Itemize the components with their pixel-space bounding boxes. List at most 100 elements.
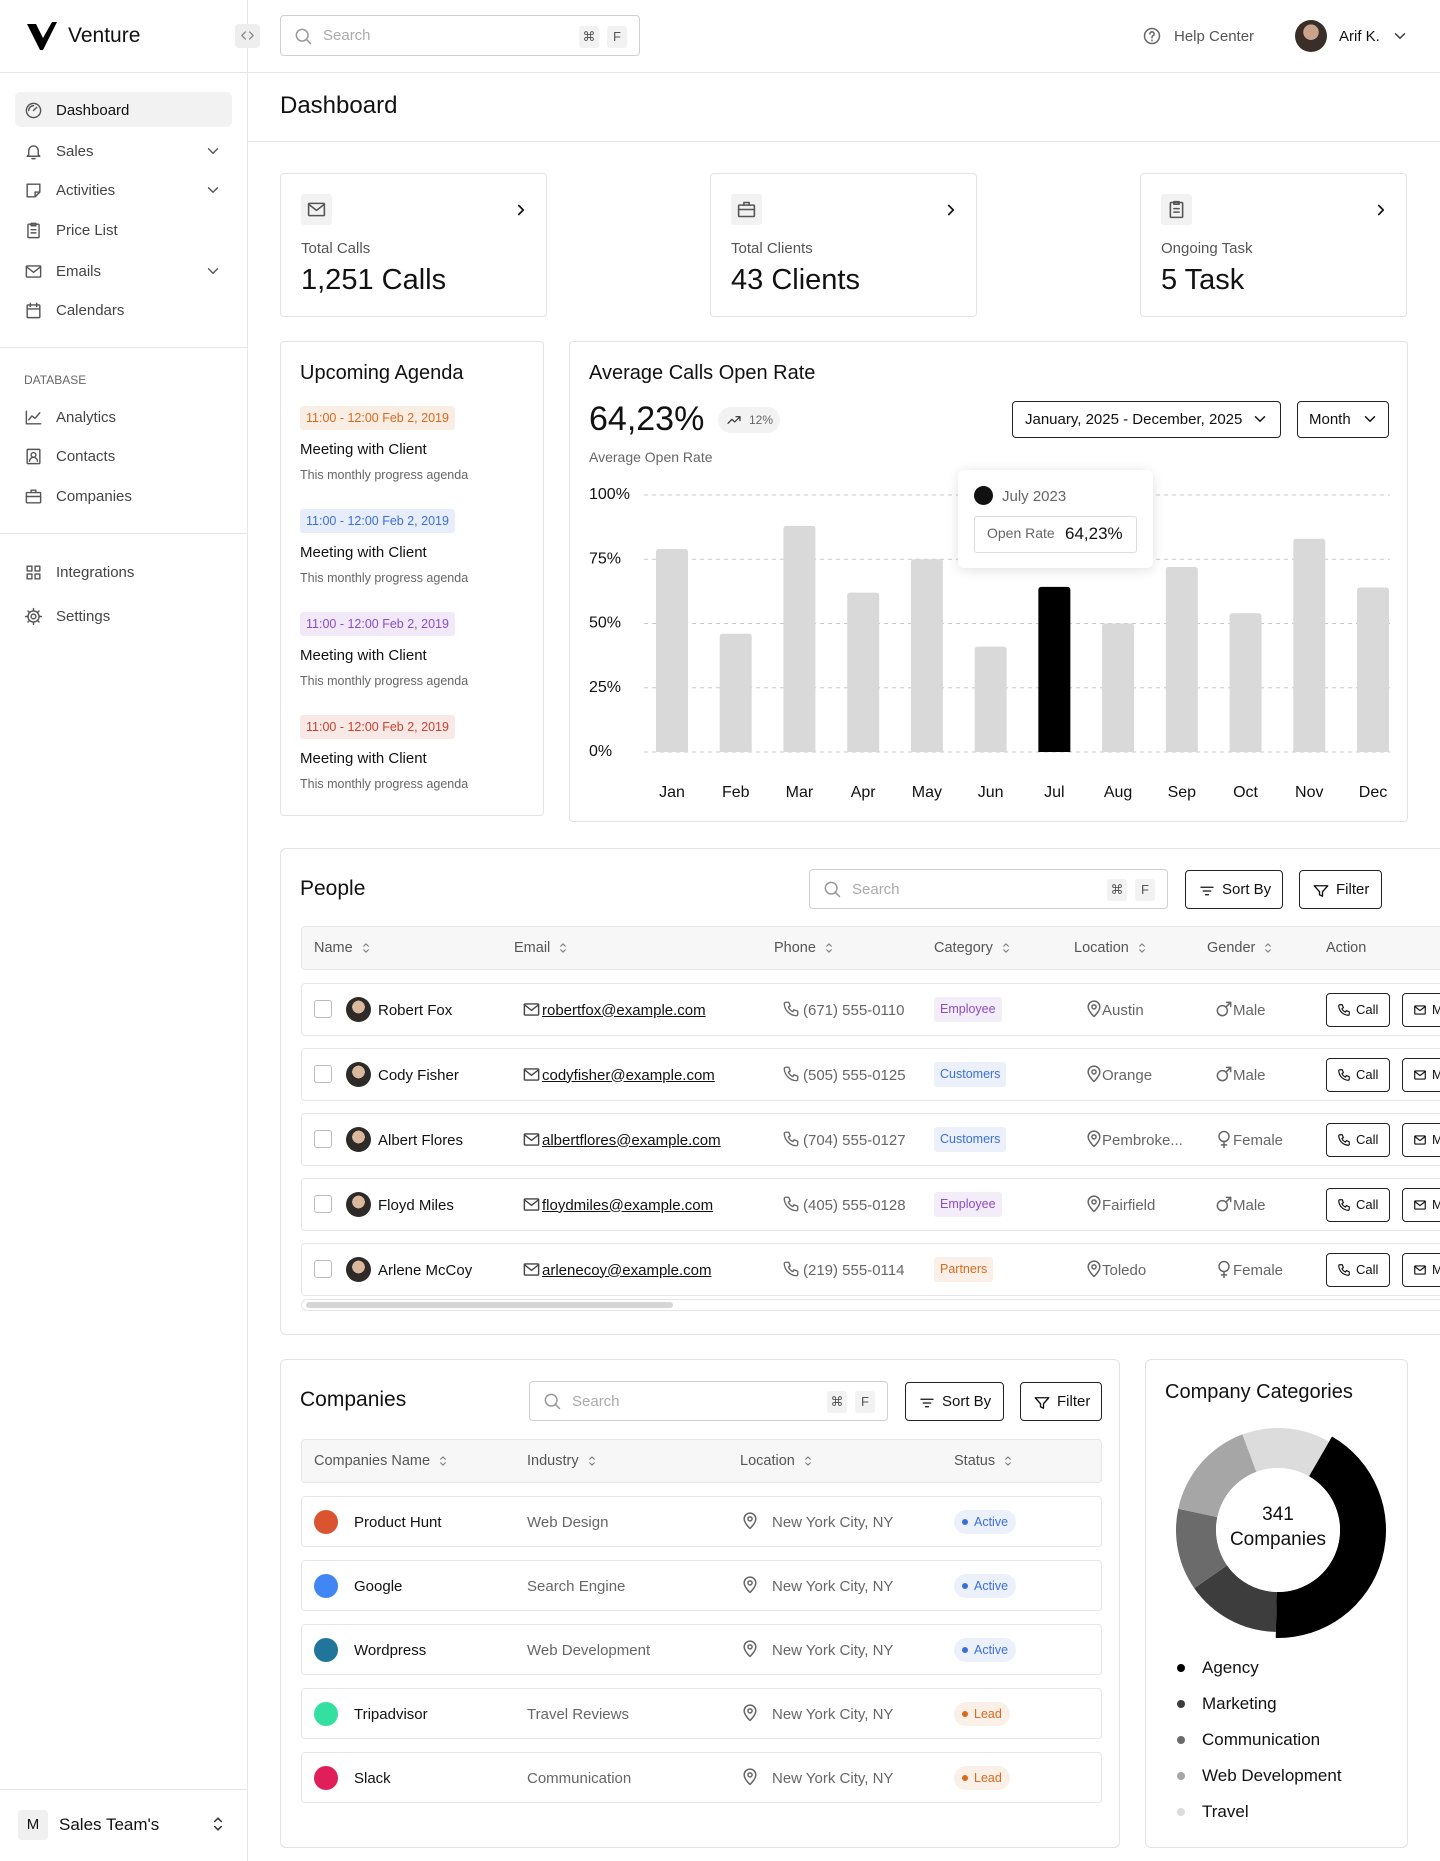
nav-item[interactable]: Sales	[15, 134, 232, 169]
user-name[interactable]: Arif K.	[1339, 27, 1380, 45]
person-phone: (219) 555-0114	[803, 1261, 905, 1279]
tooltip-title: July 2023	[1002, 487, 1067, 505]
sidebar-divider	[0, 533, 247, 534]
chevright-icon-part	[517, 204, 525, 216]
chevright-icon	[1377, 204, 1385, 216]
team-switcher[interactable]: M Sales Team's	[12, 1806, 238, 1844]
nav-item[interactable]: Contacts	[15, 439, 232, 474]
column-header[interactable]: Location	[740, 1440, 815, 1482]
nav-item[interactable]: Analytics	[15, 400, 232, 435]
column-header[interactable]: Companies Name	[314, 1440, 450, 1482]
action-label: Call	[1356, 1196, 1379, 1212]
row-checkbox[interactable]	[314, 1130, 332, 1148]
x-tick-label: Jun	[978, 784, 1004, 801]
column-header[interactable]: Location	[1074, 927, 1149, 969]
sort-button[interactable]: Sort By	[1185, 870, 1283, 909]
updown-icon-part	[588, 1456, 595, 1466]
filter-button[interactable]: Filter	[1020, 1382, 1102, 1421]
help-link[interactable]: Help Center	[1174, 27, 1255, 45]
nav-item[interactable]: Dashboard	[15, 93, 232, 128]
mail-button[interactable]: Mail	[1402, 1253, 1440, 1287]
column-header[interactable]: Email	[514, 927, 570, 969]
search-box[interactable]: Search ⌘ F	[280, 15, 640, 56]
column-header[interactable]: Phone	[774, 927, 836, 969]
updown-icon-part	[1138, 943, 1145, 953]
period-select[interactable]: Month	[1297, 401, 1389, 438]
search-box[interactable]: Search ⌘ F	[809, 869, 1168, 909]
bell-icon	[26, 145, 41, 160]
nav-item[interactable]: Settings	[15, 599, 232, 634]
row-checkbox[interactable]	[314, 1260, 332, 1278]
y-tick-label: 50%	[589, 615, 621, 632]
call-button[interactable]: Call	[1326, 1123, 1390, 1157]
y-tick-label: 75%	[589, 550, 621, 567]
company-name: Google	[354, 1577, 403, 1595]
nav-label: Dashboard	[56, 101, 130, 119]
column-header[interactable]: Industry	[527, 1440, 599, 1482]
row-checkbox[interactable]	[314, 1065, 332, 1083]
chevright-icon-part	[1377, 204, 1385, 216]
nav-label: Sales	[56, 142, 94, 160]
agenda-time-bg	[300, 612, 455, 636]
nav-item[interactable]: Emails	[15, 254, 232, 289]
category-label: Customers	[940, 1132, 1001, 1146]
collapse-button[interactable]	[235, 24, 260, 48]
mail-button[interactable]: Mail	[1402, 1058, 1440, 1092]
table-row: Floyd Miles floydmiles@example.com (405) 5…	[301, 1178, 1440, 1231]
person-name: Arlene McCoy	[378, 1261, 473, 1279]
company-logo	[314, 1510, 338, 1534]
mail-button[interactable]: Mail	[1402, 1188, 1440, 1222]
call-button[interactable]: Call	[1326, 1253, 1390, 1287]
nav-item[interactable]: Price List	[15, 213, 232, 248]
date-range-select[interactable]: January, 2025 - December, 2025	[1012, 401, 1281, 438]
person-email[interactable]: codyfisher@example.com	[542, 1066, 715, 1084]
phone-icon	[783, 1001, 799, 1017]
sort-button[interactable]: Sort By	[905, 1382, 1004, 1421]
agenda-item-title: Meeting with Client	[300, 749, 427, 767]
mail-button[interactable]: Mail	[1402, 993, 1440, 1027]
brief-icon-part	[737, 201, 756, 211]
nav-item[interactable]: Activities	[15, 173, 232, 208]
search-box[interactable]: Search ⌘ F	[529, 1381, 888, 1421]
nav-item[interactable]: Calendars	[15, 293, 232, 328]
nav-item[interactable]: Integrations	[15, 555, 232, 590]
chevdown-icon-part	[1254, 416, 1266, 422]
brand-logo-shape	[27, 22, 57, 50]
agenda-time: 11:00 - 12:00 Feb 2, 2019	[306, 720, 449, 734]
mail-icon-part	[1414, 1070, 1426, 1080]
mail-icon-part	[1414, 1265, 1426, 1275]
column-header[interactable]: Category	[934, 927, 1013, 969]
row-checkbox[interactable]	[314, 1000, 332, 1018]
column-header[interactable]: Name	[314, 927, 373, 969]
call-button[interactable]: Call	[1326, 1188, 1390, 1222]
scroll-thumb[interactable]	[306, 1302, 673, 1308]
clip-icon	[1169, 200, 1184, 219]
male-icon	[1216, 1001, 1232, 1017]
nav-item[interactable]: Companies	[15, 479, 232, 514]
brief-icon	[25, 489, 42, 504]
y-tick-label: 100%	[589, 486, 630, 503]
column-header[interactable]: Gender	[1207, 927, 1275, 969]
grid-icon-part	[34, 573, 41, 580]
filter-button[interactable]: Filter	[1299, 870, 1382, 909]
agenda-time-tag: 11:00 - 12:00 Feb 2, 2019	[300, 715, 455, 739]
person-email[interactable]: albertflores@example.com	[542, 1131, 721, 1149]
nav-label: Integrations	[56, 563, 135, 581]
call-button[interactable]: Call	[1326, 1058, 1390, 1092]
person-email[interactable]: floydmiles@example.com	[542, 1196, 714, 1214]
column-header[interactable]: Status	[954, 1440, 1015, 1482]
column-label: Action	[1326, 940, 1367, 956]
dash-icon-part	[25, 102, 42, 119]
companies-card: Companies Search ⌘ F Sort By Filter Companies …	[280, 1359, 1120, 1848]
updown-icon	[588, 1456, 595, 1466]
phone-icon	[783, 1066, 799, 1082]
call-button[interactable]: Call	[1326, 993, 1390, 1027]
person-email[interactable]: robertfox@example.com	[542, 1001, 706, 1019]
pin-icon-part	[747, 1708, 753, 1714]
person-email[interactable]: arlenecoy@example.com	[542, 1261, 712, 1279]
pin-icon-part	[1091, 1199, 1097, 1205]
status-dot	[962, 1775, 968, 1781]
row-checkbox[interactable]	[314, 1195, 332, 1213]
mail-button[interactable]: Mail	[1402, 1123, 1440, 1157]
